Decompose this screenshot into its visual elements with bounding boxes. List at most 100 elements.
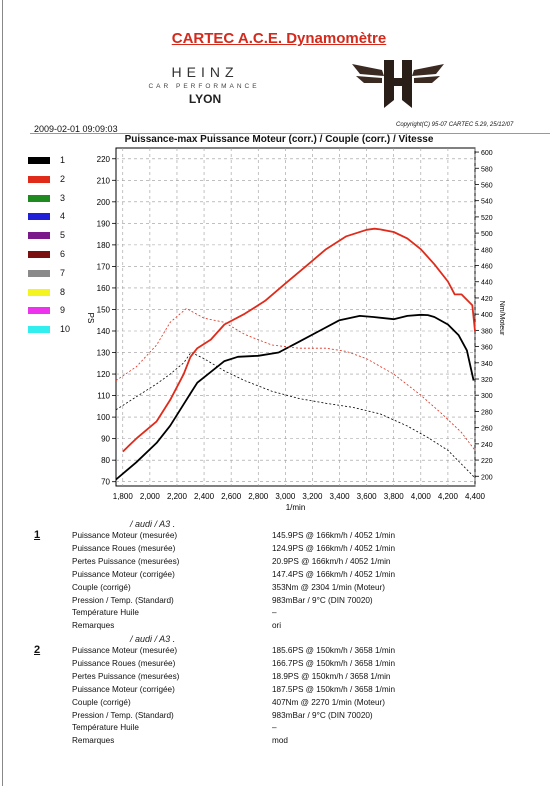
- result-label: Remarques: [72, 621, 115, 631]
- y-tick-label-left: 170: [97, 262, 111, 271]
- result-value: –: [272, 723, 277, 733]
- result-label: Remarques: [72, 736, 115, 746]
- result-label: Puissance Roues (mesurée): [72, 658, 176, 668]
- legend-label: 3: [60, 192, 66, 203]
- y-tick-label-left: 120: [97, 370, 111, 379]
- heinz-logo-icon: [352, 60, 444, 108]
- brand-name: HEINZ: [171, 64, 239, 80]
- result-label: Pertes Puissance (mesurées): [72, 671, 180, 681]
- y-tick-label-left: 100: [97, 413, 111, 422]
- result-value: 983mBar / 9°C (DIN 70020): [272, 595, 373, 605]
- y-tick-label-right: 420: [481, 296, 493, 303]
- result-value: 187.5PS @ 150km/h / 3658 1/min: [272, 684, 396, 694]
- legend-label: 4: [60, 211, 66, 222]
- y-tick-label-left: 110: [97, 392, 110, 401]
- y-tick-label-right: 340: [481, 361, 493, 368]
- y-tick-label-right: 200: [481, 474, 493, 481]
- x-tick-label: 2,000: [140, 492, 161, 501]
- result-label: Pertes Puissance (mesurées): [72, 556, 180, 566]
- result-value: 185.6PS @ 150km/h / 3658 1/min: [272, 646, 396, 655]
- y-tick-label-left: 200: [97, 198, 111, 207]
- title-rule: [30, 133, 550, 146]
- legend-swatch: [28, 232, 50, 240]
- y-tick-label-left: 90: [101, 435, 110, 444]
- legend-label: 10: [60, 324, 71, 335]
- y-tick-label-right: 260: [481, 426, 493, 433]
- run-number: 1: [34, 529, 41, 541]
- y-tick-label-right: 540: [481, 199, 493, 206]
- y-axis-label-left: PS: [86, 313, 95, 324]
- y-tick-label-left: 70: [101, 478, 110, 487]
- x-tick-label: 2,600: [221, 492, 242, 501]
- y-tick-label-right: 560: [481, 182, 493, 189]
- x-tick-label: 3,600: [357, 492, 378, 501]
- legend-swatch: [28, 307, 50, 315]
- y-tick-label-left: 150: [97, 305, 111, 314]
- result-label: Température Huile: [72, 608, 139, 618]
- y-tick-label-left: 220: [97, 155, 111, 164]
- page-border: [2, 0, 3, 786]
- result-label: Puissance Moteur (mesurée): [72, 646, 178, 655]
- y-tick-label-left: 180: [97, 241, 111, 250]
- series-2-power-line: [122, 227, 476, 453]
- copyright-note: Copyright(C) 95-07 CARTEC 5.29, 25/12/07: [396, 122, 514, 128]
- y-tick-label-right: 400: [481, 312, 493, 319]
- x-tick-label: 4,000: [411, 492, 432, 501]
- result-value: ori: [272, 621, 282, 631]
- result-value: 166.7PS @ 150km/h / 3658 1/min: [272, 658, 396, 668]
- series-2-torque-line: [115, 308, 476, 451]
- legend-label: 6: [60, 249, 66, 259]
- y-tick-label-right: 220: [481, 458, 493, 465]
- y-tick-label-right: 360: [481, 345, 493, 352]
- x-tick-label: 4,200: [438, 492, 459, 501]
- y-tick-label-right: 440: [481, 280, 493, 287]
- plot-frame: [115, 147, 476, 487]
- legend-label: 7: [60, 267, 66, 278]
- result-value: 983mBar / 9°C (DIN 70020): [272, 710, 373, 720]
- y-tick-label-left: 190: [97, 219, 111, 228]
- x-tick-label: 3,200: [302, 492, 323, 501]
- x-tick-label: 2,200: [167, 492, 188, 501]
- result-value: 353Nm @ 2304 1/min (Moteur): [272, 582, 385, 592]
- result-value: 145.9PS @ 166km/h / 4052 1/min: [272, 531, 396, 540]
- legend-swatch: [28, 194, 50, 202]
- legend-swatch: [28, 157, 50, 164]
- vehicle-name: / audi / A3 .: [130, 519, 176, 529]
- y-tick-label-left: 160: [97, 284, 111, 293]
- brand-city: LYON: [188, 92, 222, 106]
- y-tick-label-right: 280: [481, 409, 493, 416]
- result-value: –: [272, 608, 277, 618]
- result-value: 407Nm @ 2270 1/min (Moteur): [272, 697, 385, 707]
- y-tick-label-left: 210: [97, 176, 111, 185]
- x-tick-label: 3,800: [384, 492, 405, 501]
- legend-label: 8: [60, 286, 66, 297]
- y-tick-label-right: 580: [481, 166, 493, 173]
- result-value: 20.9PS @ 166km/h / 4052 1/min: [272, 556, 391, 566]
- y-tick-label-right: 300: [481, 393, 493, 400]
- result-label: Puissance Moteur (corrigée): [72, 569, 175, 579]
- chart-title: Puissance-max Puissance Moteur (corr.) /…: [124, 134, 434, 145]
- legend-swatch: [28, 326, 50, 334]
- series-1-torque-line: [115, 351, 476, 479]
- y-axis-label-right: Nm/Moteur: [498, 301, 505, 336]
- legend-swatch: [28, 213, 50, 221]
- y-tick-label-left: 140: [97, 327, 111, 336]
- legend-label: 1: [60, 155, 66, 165]
- x-axis-label: 1/min: [286, 503, 306, 512]
- x-tick-label: 1,800: [113, 492, 134, 501]
- y-tick-label-right: 600: [481, 150, 493, 157]
- result-label: Température Huile: [72, 723, 139, 733]
- x-tick-label: 3,000: [275, 492, 296, 501]
- y-tick-label-right: 240: [481, 442, 493, 449]
- result-value: mod: [272, 736, 288, 746]
- legend-swatch: [28, 251, 50, 258]
- result-label: Pression / Temp. (Standard): [72, 710, 174, 720]
- result-label: Puissance Roues (mesurée): [72, 543, 176, 553]
- result-value: 18.9PS @ 150km/h / 3658 1/min: [272, 671, 391, 681]
- legend-label: 9: [60, 305, 66, 316]
- vehicle-name: / audi / A3 .: [130, 634, 176, 644]
- run-number: 2: [34, 644, 41, 656]
- legend-swatch: [28, 269, 50, 277]
- x-tick-label: 2,800: [248, 492, 269, 501]
- result-label: Couple (corrigé): [72, 582, 131, 592]
